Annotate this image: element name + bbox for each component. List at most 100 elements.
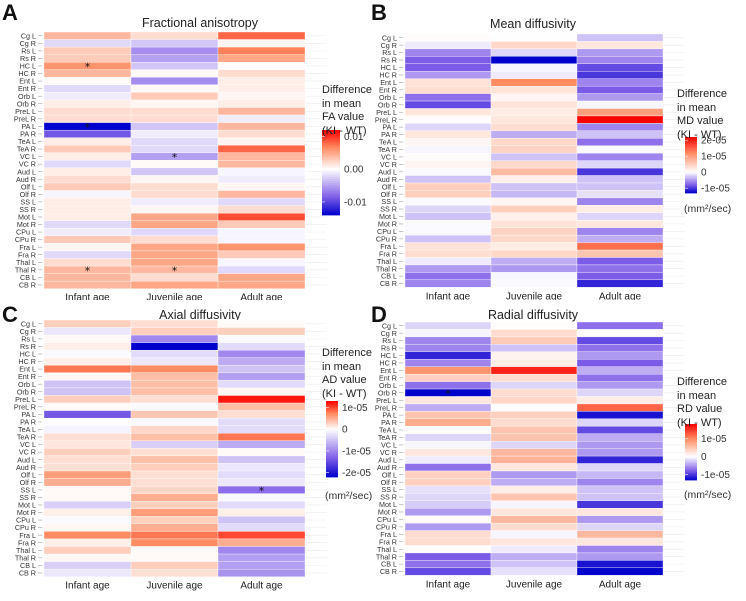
row-label: Cg R [381,41,397,50]
heatmap-cell [43,213,132,221]
heatmap-cell [217,433,306,441]
legend-colorbar-step [326,414,338,417]
legend-title-line: RD value [677,403,723,415]
row-label: PA R [381,418,397,427]
heatmap-cell [217,258,306,267]
heatmap-cell [217,280,306,289]
legend-colorbar-step [326,450,338,453]
legend-colorbar-step [685,180,697,183]
legend-colorbar-step [322,142,340,146]
heatmap-cell [576,329,664,338]
heatmap-cell [43,455,132,464]
heatmap-cell [217,463,306,472]
legend-colorbar-step [685,172,697,174]
heatmap-cell [217,122,306,131]
row-label: Ent R [379,373,397,382]
heatmap-cell [404,463,492,472]
heatmap-cell [490,48,578,57]
heatmap-cell [576,411,664,420]
heatmap-cell [404,108,492,117]
legend-colorbar-step [326,467,338,470]
heatmap-cell [217,455,306,464]
legend-colorbar-step [685,432,697,435]
row-label: Cg R [20,39,36,48]
legend-colorbar-step [322,191,340,195]
heatmap-cell [130,220,219,229]
heatmap-cell [576,366,664,375]
heatmap-cell [490,321,578,330]
legend-colorbar-step [326,463,338,466]
legend-title-line: in mean [322,97,362,110]
row-label: CB L [20,273,36,282]
legend-colorbar-step [326,420,338,423]
heatmap-cell [130,235,219,244]
legend-colorbar-step [685,475,697,478]
heatmap-cell [43,380,132,389]
row-label: SS R [19,205,36,214]
legend-colorbar-step [685,181,697,184]
row-label: TeA R [378,433,397,442]
legend-colorbar-step [685,160,697,163]
row-label: Mot L [18,501,36,510]
heatmap-cell [490,418,578,427]
row-label: Thal R [376,264,397,273]
heatmap-cell [217,213,306,221]
row-label: Cg L [21,31,36,40]
heatmap-cell [130,440,219,449]
heatmap-cell [217,265,306,274]
legend-title-line: FA value [322,111,365,123]
heatmap-cell [576,470,664,479]
heatmap-cell [576,455,664,464]
row-label: CPu L [16,516,36,525]
legend-colorbar-step [322,187,340,190]
legend-colorbar-step [322,166,340,169]
heatmap-cell [43,280,132,289]
legend-colorbar-step [326,456,338,459]
row-label: Orb R [378,100,397,109]
column-label: Infant age [65,581,110,592]
heatmap-cell [43,137,132,146]
heatmap-cell [43,197,132,206]
heatmap-cell [43,92,132,101]
heatmap-cell [576,108,664,117]
heatmap-cell [576,359,664,367]
legend-colorbar-step [685,174,697,177]
legend-title-line: MD value [677,115,724,127]
heatmap-cell [404,197,492,206]
row-label: VC R [380,448,397,457]
heatmap-cell [404,321,492,330]
heatmap-cell [217,31,306,40]
heatmap-cell [217,448,306,457]
row-label: Orb L [379,93,397,102]
row-label: HC R [379,71,397,80]
heatmap-cell [43,553,132,562]
row-label: CB R [19,569,36,578]
heatmap-cell [576,426,664,434]
legend-colorbar-step [685,449,697,451]
heatmap-cell [490,234,578,243]
legend-colorbar-step [685,166,697,169]
heatmap-cell [490,433,578,442]
heatmap-cell [130,417,219,426]
heatmap-cell [130,334,219,343]
heatmap-cell [576,508,664,516]
heatmap-cell [130,99,219,108]
row-label: Fra R [379,537,397,546]
heatmap-cell [490,485,578,494]
heatmap-cell [576,227,664,236]
legend-tick-label: 0.00 [344,165,364,176]
heatmap-cell [217,160,306,169]
legend-title: Difference in mean MD value (KI - WT) [677,88,727,142]
heatmap-cell [217,62,306,70]
heatmap-cell [43,402,132,411]
heatmap-cell [576,175,664,184]
row-label: HC L [20,62,36,71]
heatmap-cell [404,470,492,479]
heatmap-cell [404,344,492,352]
row-label: SS R [19,493,36,502]
row-label: Orb R [378,388,397,397]
legend-colorbar-step [685,176,697,178]
heatmap-cell [404,403,492,412]
legend-colorbar-step [322,147,340,150]
